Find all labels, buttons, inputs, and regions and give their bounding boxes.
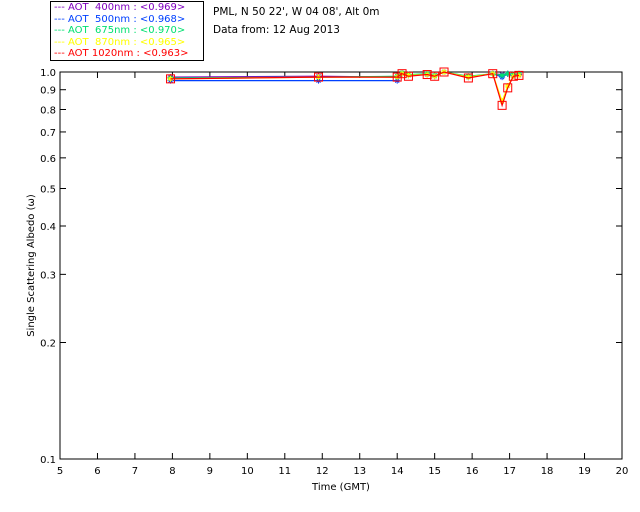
plot-frame [59,71,623,460]
data-point [166,74,176,84]
y-tick-label: 0.9 [40,86,56,97]
x-tick-label: 14 [391,466,404,477]
data-point [465,74,472,81]
data-point [504,83,511,90]
legend-entry: --- AOT 400nm : <0.969> [54,2,186,13]
data-point [463,73,473,83]
data-point [439,67,449,77]
x-axis-label: Time (GMT) [311,482,370,493]
data-point [499,72,506,79]
data-point [514,70,524,80]
legend: --- AOT 400nm : <0.969> --- AOT 500nm : <… [50,1,204,61]
legend-entry: --- AOT 500nm : <0.968> [54,13,186,25]
data-point [392,72,402,82]
y-tick-label: 0.6 [40,154,56,165]
y-tick-label: 0.8 [40,106,56,117]
x-tick-label: 8 [169,466,175,477]
data-point [397,69,407,79]
data-point [422,70,432,80]
data-point [508,71,518,81]
data-point [503,83,513,93]
data-point [430,71,440,81]
legend-entry: --- AOT 675nm : <0.970> [54,25,186,36]
x-tick-label: 12 [316,466,329,477]
x-tick-label: 16 [466,466,479,477]
data-point [488,69,498,79]
y-tick-label: 0.7 [40,128,56,139]
x-tick-label: 19 [578,466,591,477]
date-info: Data from: 12 Aug 2013 [213,24,340,36]
x-tick-label: 18 [541,466,554,477]
data-point [515,72,522,79]
data-point [504,70,511,77]
data-point [405,72,412,79]
data-point [314,72,324,82]
x-tick-label: 15 [428,466,441,477]
y-tick-label: 0.1 [40,455,56,466]
x-tick-label: 9 [207,466,213,477]
y-tick-label: 0.5 [40,184,56,195]
x-tick-label: 20 [616,466,629,477]
y-tick-label: 1.0 [40,68,56,79]
y-tick-label: 0.2 [40,339,56,350]
site-info: PML, N 50 22', W 04 08', Alt 0m [213,6,380,18]
x-tick-label: 7 [132,466,138,477]
x-tick-label: 17 [503,466,516,477]
data-point [497,100,507,110]
x-tick-label: 11 [278,466,291,477]
x-tick-label: 10 [241,466,254,477]
x-tick-label: 5 [57,466,63,477]
x-tick-label: 13 [353,466,366,477]
y-tick-label: 0.4 [40,222,56,233]
legend-entry: --- AOT 870nm : <0.965> [54,36,186,48]
y-tick-label: 0.3 [40,270,56,281]
legend-entry: --- AOT 1020nm : <0.963> [54,48,189,59]
data-point [403,71,413,81]
x-tick-label: 6 [94,466,100,477]
y-axis-label: Single Scattering Albedo (ω) [26,194,37,337]
